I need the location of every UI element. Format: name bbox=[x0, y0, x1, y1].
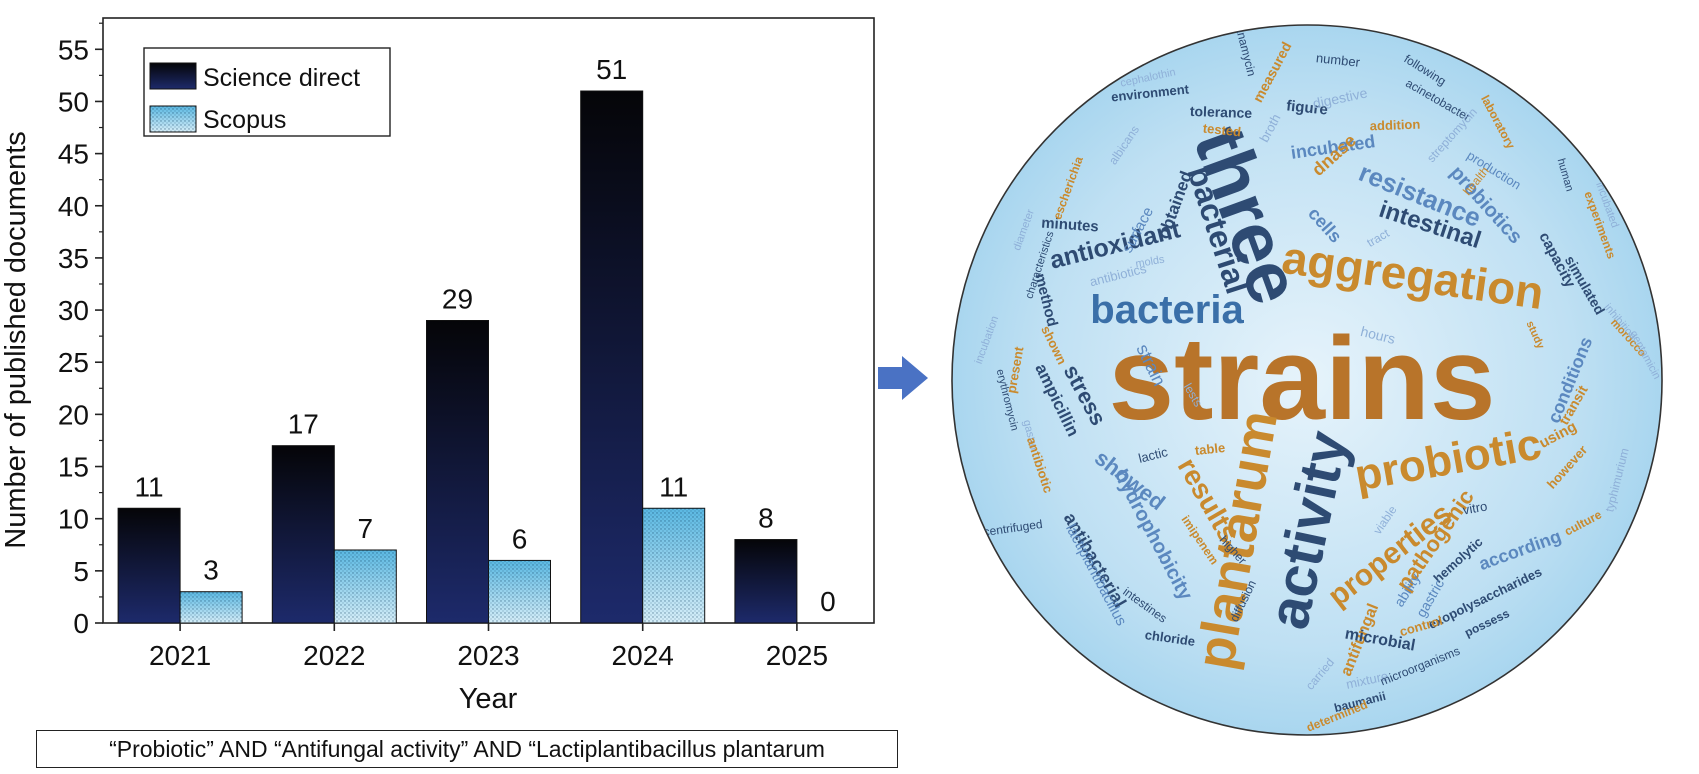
word-cloud-word-lactic: lactic bbox=[1137, 444, 1170, 466]
bars-layer: 11 3 17 7 29 6 51 11 8 0 bbox=[117, 54, 836, 624]
data-label-scopus-bar-2021: 3 bbox=[203, 555, 219, 586]
legend-swatch-science-direct bbox=[149, 62, 197, 90]
y-tick-label-25: 25 bbox=[58, 347, 89, 378]
word-cloud-word-vitro: vitro bbox=[1462, 498, 1489, 517]
y-tick-label-20: 20 bbox=[58, 399, 89, 430]
data-label-scopus-bar-2022: 7 bbox=[358, 513, 374, 544]
data-label-science-direct-bar-2021: 11 bbox=[135, 471, 164, 502]
legend-label-scopus: Scopus bbox=[203, 106, 286, 134]
x-tick-label-2024: 2024 bbox=[612, 640, 674, 671]
search-query-box: “Probiotic” AND “Antifungal activity” AN… bbox=[36, 730, 898, 768]
science-direct-bar-2021 bbox=[117, 507, 181, 624]
y-tick-label-15: 15 bbox=[58, 452, 89, 483]
y-tick-label-45: 45 bbox=[58, 139, 89, 170]
x-tick-label-2025: 2025 bbox=[766, 640, 828, 671]
word-cloud-word-figure: figure bbox=[1285, 97, 1328, 118]
scopus-bar-2023-texture bbox=[488, 560, 551, 623]
word-cloud-word-table: table bbox=[1194, 440, 1226, 458]
scopus-bar-2021-texture bbox=[180, 591, 243, 623]
word-cloud-word-bacteria: bacteria bbox=[1090, 288, 1244, 332]
word-cloud-disc bbox=[951, 24, 1663, 736]
y-tick-label-35: 35 bbox=[58, 243, 89, 274]
y-tick-label-50: 50 bbox=[58, 86, 89, 117]
legend: Science direct Scopus bbox=[143, 47, 391, 137]
science-direct-bar-2025 bbox=[734, 539, 798, 624]
data-label-scopus-bar-2023: 6 bbox=[512, 523, 528, 554]
word-cloud-word-tested: tested bbox=[1202, 121, 1242, 140]
word-cloud-word-molds: molds bbox=[1135, 253, 1166, 270]
word-cloud-word-minutes: minutes bbox=[1041, 215, 1100, 236]
word-cloud-word-addition: addition bbox=[1369, 117, 1420, 134]
x-tick-label-2023: 2023 bbox=[457, 640, 519, 671]
data-label-science-direct-bar-2025: 8 bbox=[758, 503, 774, 534]
x-axis: 2021 2022 2023 2024 2025 bbox=[149, 623, 828, 671]
y-tick-label-30: 30 bbox=[58, 295, 89, 326]
data-label-scopus-bar-2024: 11 bbox=[659, 471, 688, 502]
science-direct-bar-2023 bbox=[426, 320, 489, 624]
word-cloud-word-strains: strains bbox=[1109, 313, 1496, 445]
word-cloud-word-chloride: chloride bbox=[1144, 627, 1196, 649]
scopus-bar-2024-texture bbox=[642, 508, 705, 623]
y-tick-label-5: 5 bbox=[73, 556, 89, 587]
scopus-bar-2022-texture bbox=[334, 549, 397, 623]
word-cloud-word-number: number bbox=[1315, 50, 1361, 70]
data-label-scopus-bar-2025: 0 bbox=[820, 586, 836, 617]
data-label-science-direct-bar-2023: 29 bbox=[442, 284, 473, 315]
right-arrow-icon bbox=[878, 356, 928, 400]
y-tick-label-40: 40 bbox=[58, 191, 89, 222]
x-tick-label-2021: 2021 bbox=[149, 640, 211, 671]
y-axis: 0 5 10 15 20 25 30 35 40 45 50 55 bbox=[58, 22, 103, 639]
y-tick-label-10: 10 bbox=[58, 504, 89, 535]
x-axis-label: Year bbox=[459, 683, 518, 715]
y-axis-label: Number of published documents bbox=[0, 131, 32, 549]
data-label-science-direct-bar-2022: 17 bbox=[288, 409, 319, 440]
legend-swatch-scopus-texture bbox=[150, 106, 196, 132]
search-query-text: “Probiotic” AND “Antifungal activity” AN… bbox=[109, 735, 825, 762]
word-cloud: strainsthreeactivityplantarumaggregation… bbox=[951, 24, 1663, 736]
y-tick-label-0: 0 bbox=[73, 608, 89, 639]
science-direct-bar-2024 bbox=[580, 90, 644, 624]
x-tick-label-2022: 2022 bbox=[303, 640, 365, 671]
data-label-science-direct-bar-2024: 51 bbox=[596, 54, 627, 85]
word-cloud-word-tolerance: tolerance bbox=[1190, 103, 1253, 121]
science-direct-bar-2022 bbox=[271, 445, 335, 624]
legend-label-science-direct: Science direct bbox=[203, 64, 360, 92]
y-tick-label-55: 55 bbox=[58, 34, 89, 65]
